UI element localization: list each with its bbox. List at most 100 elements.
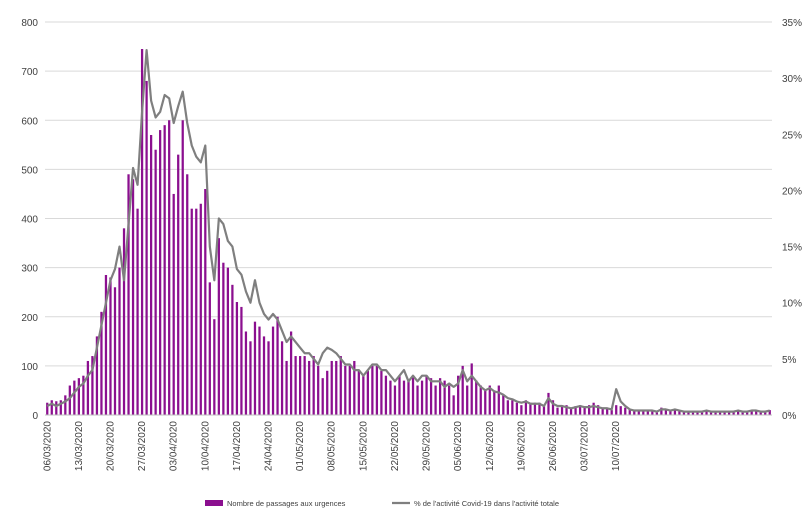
bar [113, 287, 117, 415]
bar [443, 380, 446, 415]
bar [163, 125, 166, 415]
bar [204, 189, 207, 415]
bar [136, 208, 139, 415]
bar [520, 405, 523, 415]
bar [249, 341, 252, 415]
x-tick-label: 26/06/2020 [548, 421, 559, 471]
bar [529, 402, 532, 415]
x-tick-label: 03/07/2020 [580, 421, 591, 471]
bar [633, 410, 636, 415]
bar [746, 412, 749, 415]
bar [502, 395, 505, 415]
bar [673, 410, 677, 415]
bar [199, 203, 202, 415]
bar [610, 410, 613, 415]
y-right-tick-label: 0% [782, 411, 797, 422]
bar [222, 262, 225, 415]
y-left-tick-label: 0 [32, 411, 38, 422]
bar [457, 375, 460, 415]
bar [660, 407, 663, 415]
bar [380, 370, 383, 415]
bar [91, 356, 94, 415]
bar [226, 267, 230, 415]
bar [393, 385, 397, 415]
y-left-tick-label: 300 [21, 264, 38, 275]
y-right-tick-label: 25% [782, 130, 802, 141]
bar [127, 174, 130, 415]
bar [262, 336, 266, 415]
bar [687, 412, 690, 415]
bar [678, 411, 681, 415]
bar [538, 402, 541, 415]
bar [764, 412, 767, 415]
axis-layer: 0 100 200 300 400 500 600 700 800 0% 5% 10% 15% 20% 25… [21, 18, 802, 471]
bar [705, 411, 708, 415]
bar [416, 385, 419, 415]
legend-bar-label: Nombre de passages aux urgences [227, 499, 346, 508]
x-tick-label: 24/04/2020 [264, 421, 275, 471]
bar [732, 411, 735, 415]
y-right-tick-label: 20% [782, 186, 802, 197]
bar [524, 400, 528, 415]
bar [131, 179, 135, 415]
bar [759, 412, 762, 415]
x-tick-label: 12/06/2020 [485, 421, 496, 471]
bar [95, 336, 99, 415]
bar [109, 277, 112, 415]
bar [149, 134, 153, 416]
x-tick-label: 08/05/2020 [327, 421, 338, 471]
bar [470, 363, 473, 415]
bar [669, 410, 672, 415]
y-right-tick-label: 30% [782, 74, 802, 85]
bar [73, 380, 76, 415]
x-tick-label: 01/05/2020 [295, 421, 306, 471]
bar [213, 319, 216, 415]
bar [515, 402, 519, 415]
bar [452, 395, 455, 415]
bar [384, 375, 388, 415]
bar [434, 385, 437, 415]
bars-layer [46, 49, 771, 416]
bar [285, 360, 288, 415]
bar [398, 375, 401, 415]
bar [420, 380, 424, 415]
bar [312, 356, 315, 415]
bar [100, 311, 103, 415]
bar [326, 370, 329, 415]
bar [235, 302, 239, 415]
bar [172, 193, 175, 415]
bar [46, 402, 49, 415]
y-left-tick-label: 700 [21, 67, 38, 78]
grid-layer [45, 21, 772, 416]
bar [466, 385, 469, 415]
bar [547, 392, 550, 415]
bar [208, 282, 211, 415]
bar [475, 380, 478, 415]
bar [461, 365, 464, 415]
bar [696, 412, 699, 415]
bar [560, 405, 564, 415]
x-tick-label: 29/05/2020 [422, 421, 433, 471]
bar [429, 378, 433, 415]
bar [244, 331, 248, 415]
bar [104, 274, 108, 415]
x-tick-label: 22/05/2020 [390, 421, 401, 471]
bar [578, 405, 582, 415]
bar [68, 385, 71, 415]
bar [177, 154, 180, 415]
bar [64, 395, 67, 415]
bar [511, 400, 514, 415]
bar [727, 412, 731, 415]
bar [606, 407, 609, 415]
bar [506, 400, 509, 415]
bar [551, 400, 555, 415]
bar [357, 370, 360, 415]
bar [583, 407, 586, 415]
bar [317, 365, 320, 415]
bar [741, 412, 744, 415]
bar [642, 411, 645, 415]
bar [271, 326, 275, 415]
bar [700, 412, 704, 415]
